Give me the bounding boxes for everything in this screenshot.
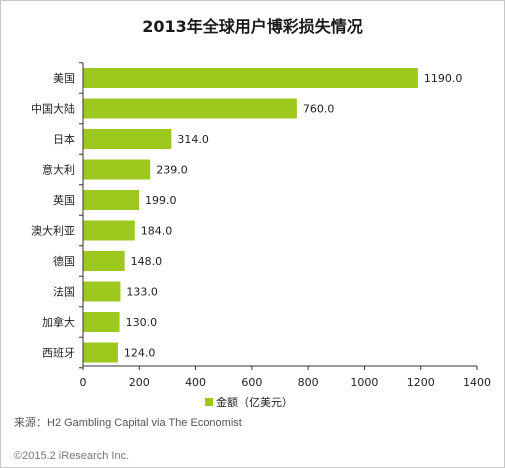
value-label: 760.0 <box>303 103 335 116</box>
category-label: 西班牙 <box>42 347 75 360</box>
value-label: 199.0 <box>145 194 177 207</box>
bars-layer <box>83 68 418 363</box>
category-label: 日本 <box>53 132 75 146</box>
bar <box>83 251 125 271</box>
category-label: 德国 <box>53 254 75 268</box>
legend-label: 金额（亿美元） <box>216 395 293 409</box>
chart-title: 2013年全球用户博彩损失情况 <box>142 17 363 36</box>
value-label: 239.0 <box>156 164 188 177</box>
x-tick-label: 1000 <box>350 376 378 389</box>
bar <box>83 281 121 302</box>
bar <box>83 190 140 210</box>
category-label: 美国 <box>53 72 75 85</box>
legend: 金额（亿美元） <box>205 395 293 409</box>
value-label: 124.0 <box>124 347 156 360</box>
x-tick-label: 600 <box>241 376 262 389</box>
x-tick-label: 800 <box>298 376 319 389</box>
value-label: 184.0 <box>141 225 173 238</box>
copyright-note: ©2015.2 iResearch Inc. <box>14 450 130 462</box>
x-tick-label: 1400 <box>463 376 491 389</box>
x-tick-label: 400 <box>185 376 206 389</box>
category-label: 中国大陆 <box>31 102 75 116</box>
category-label: 英国 <box>53 193 75 207</box>
bar <box>83 68 418 88</box>
category-label: 加拿大 <box>42 315 75 329</box>
value-label: 133.0 <box>126 286 157 299</box>
x-tick-label: 1200 <box>407 376 435 389</box>
source-note: 来源：H2 Gambling Capital via The Economist <box>14 417 242 429</box>
bar <box>83 98 297 119</box>
value-label: 148.0 <box>131 255 163 268</box>
x-tick-label: 200 <box>129 376 150 389</box>
value-label: 1190.0 <box>424 72 463 85</box>
labels-layer: 美国 1190.0 中国大陆 760.0 日本 314.0 意大利 239.0 英国 199.0 澳… <box>31 72 462 360</box>
category-label: 澳大利亚 <box>31 224 75 238</box>
value-label: 314.0 <box>177 133 209 146</box>
value-label: 130.0 <box>126 316 158 329</box>
axis-layer: 0 200 400 600 800 1000 1200 1400 <box>79 62 491 389</box>
bar <box>83 312 120 332</box>
bar <box>83 159 151 180</box>
bar <box>83 342 118 363</box>
legend-swatch <box>205 398 213 406</box>
category-label: 意大利 <box>42 163 75 177</box>
x-tick-label: 0 <box>80 376 87 389</box>
bar <box>83 220 135 241</box>
category-label: 法国 <box>53 285 75 299</box>
bar <box>83 129 172 149</box>
